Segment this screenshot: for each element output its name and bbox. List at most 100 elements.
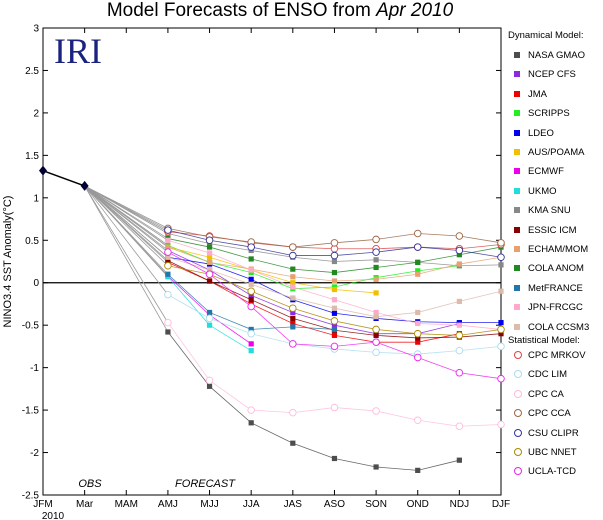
- series-point: [373, 264, 379, 271]
- series-point: [498, 320, 504, 326]
- legend-item: ECMWF: [506, 166, 603, 178]
- series-point: [498, 288, 504, 294]
- y-tick-label: -2: [30, 448, 39, 459]
- y-tick-label: -1: [30, 363, 39, 374]
- series-line-3: [167, 244, 460, 290]
- x-tick-label: JFM: [33, 499, 52, 510]
- observed-point: [39, 165, 47, 176]
- legend-item: COLA ANOM: [506, 263, 603, 275]
- series-point: [413, 243, 422, 251]
- fan-line: [84, 185, 169, 333]
- series-point: [373, 309, 379, 316]
- series-point: [372, 348, 380, 357]
- legend-label: COLA ANOM: [528, 263, 584, 275]
- y-axis-label: NINO3.4 SST Anomaly(°C): [2, 196, 14, 328]
- series-point: [290, 284, 296, 290]
- observed-line: [42, 169, 85, 187]
- series-point: [290, 320, 296, 327]
- series-point: [165, 258, 171, 264]
- legend-marker: [514, 90, 520, 97]
- legend-marker: [514, 467, 522, 476]
- legend-label: CSU CLIPR: [528, 427, 579, 439]
- legend-marker: [514, 448, 522, 456]
- legend-label: UCLA-TCD: [528, 466, 577, 478]
- legend-label: NCEP CFS: [528, 69, 576, 81]
- legend-item: ESSIC ICM: [506, 225, 603, 237]
- series-point: [331, 286, 338, 293]
- series-line-2: [167, 261, 460, 343]
- series-point: [206, 250, 213, 256]
- y-tick-label: 3: [33, 24, 39, 35]
- series-point: [205, 236, 214, 245]
- series-point: [290, 266, 296, 272]
- series-point: [247, 329, 255, 338]
- series-point: [415, 271, 421, 277]
- legend-item: MetFRANCE: [506, 283, 603, 295]
- legend-item: SCRIPPS: [506, 108, 603, 120]
- series-point: [455, 246, 464, 255]
- series-point: [373, 276, 379, 282]
- legend-item: COLA CCSM3: [506, 322, 603, 334]
- legend-marker: [514, 226, 520, 233]
- series-point: [413, 329, 422, 338]
- series-point: [289, 340, 297, 348]
- x-tick-label: JJA: [243, 499, 260, 510]
- series-point: [289, 243, 297, 251]
- series-point: [247, 287, 255, 295]
- fan-line: [84, 185, 169, 253]
- series-point: [331, 258, 338, 265]
- series-point: [415, 259, 421, 265]
- legend-label: JMA: [528, 88, 547, 100]
- series-line-5: [167, 246, 377, 294]
- series-point: [497, 342, 505, 351]
- fan-line: [84, 185, 169, 241]
- x-tick-label: DJF: [492, 499, 510, 510]
- series-point: [498, 331, 504, 337]
- fan-line: [84, 185, 169, 261]
- series-point: [372, 338, 380, 346]
- legend-marker: [514, 246, 520, 252]
- y-tick-label: 1.5: [25, 151, 39, 162]
- series-point: [248, 341, 254, 347]
- legend-marker: [514, 284, 520, 291]
- series-point: [290, 274, 296, 280]
- observed-point: [80, 180, 89, 191]
- legend-marker: [514, 428, 522, 437]
- series-point: [331, 278, 338, 284]
- series-point: [165, 244, 171, 250]
- legend-item: CPC CCA: [506, 408, 603, 420]
- series-point: [372, 235, 380, 244]
- x-tick-label: OND: [407, 499, 429, 510]
- legend-item: UBC NNET: [506, 447, 603, 459]
- fan-line: [84, 185, 169, 323]
- x-tick-label: SON: [365, 499, 387, 510]
- y-tick-label: 2: [33, 108, 39, 119]
- legend-item: NCEP CFS: [506, 69, 603, 81]
- series-point: [247, 406, 255, 414]
- y-tick-label: 0: [33, 278, 39, 289]
- forecast-label: FORECAST: [175, 478, 236, 490]
- series-point: [248, 276, 254, 282]
- legend-label: ECMWF: [528, 166, 564, 178]
- series-point: [164, 248, 172, 256]
- series-line-1: [167, 250, 460, 335]
- iri-logo: IRI: [54, 31, 102, 71]
- legend-marker: [514, 71, 520, 78]
- legend-marker: [514, 409, 522, 418]
- series-point: [331, 455, 338, 462]
- series-point: [415, 268, 421, 274]
- series-point: [455, 232, 464, 240]
- legend-marker: [514, 110, 520, 117]
- legend-label: ECHAM/MOM: [528, 244, 589, 255]
- legend-item: ECHAM/MOM: [506, 244, 603, 256]
- legend-label: ESSIC ICM: [528, 224, 577, 236]
- series-point: [413, 416, 422, 425]
- series-point: [373, 314, 379, 320]
- series-point: [289, 251, 297, 260]
- series-point: [206, 267, 213, 273]
- series-point: [455, 346, 464, 355]
- series-point: [497, 239, 505, 247]
- series-point: [290, 280, 296, 286]
- series-point: [248, 267, 254, 273]
- legend-label: JPN-FRCGC: [528, 302, 583, 314]
